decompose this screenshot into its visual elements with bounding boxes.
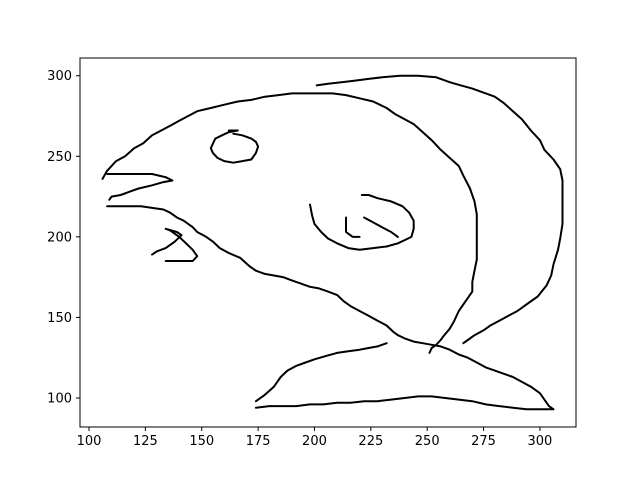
y-tick-label: 250: [47, 150, 72, 165]
x-axis: 100 125 150 175 200 225 250 275 300: [77, 427, 553, 449]
series-line-8: [345, 216, 361, 238]
series-line-2: [106, 173, 174, 201]
series-line-5: [151, 227, 199, 262]
x-tick-label: 300: [528, 434, 553, 449]
x-tick-label: 275: [471, 434, 496, 449]
lines-layer: [101, 74, 564, 411]
x-tick-label: 150: [189, 434, 214, 449]
series-line-9: [363, 216, 399, 238]
y-tick-label: 300: [47, 69, 72, 84]
series-line-6: [209, 129, 260, 164]
x-tick-label: 225: [358, 434, 383, 449]
x-tick-label: 175: [246, 434, 271, 449]
series-line-3: [106, 205, 555, 411]
y-tick-label: 100: [47, 391, 72, 406]
x-tick-label: 200: [302, 434, 327, 449]
y-tick-label: 200: [47, 230, 72, 245]
x-tick-label: 125: [133, 434, 158, 449]
plot-area-frame: [79, 57, 577, 428]
x-tick-label: 250: [415, 434, 440, 449]
series-line-10: [315, 74, 564, 345]
series-line-1: [101, 92, 478, 354]
series-line-4: [254, 342, 388, 403]
y-tick-label: 150: [47, 311, 72, 326]
y-axis: 100 150 200 250 300: [47, 69, 80, 406]
x-tick-label: 100: [77, 434, 102, 449]
series-line-7: [309, 194, 415, 251]
